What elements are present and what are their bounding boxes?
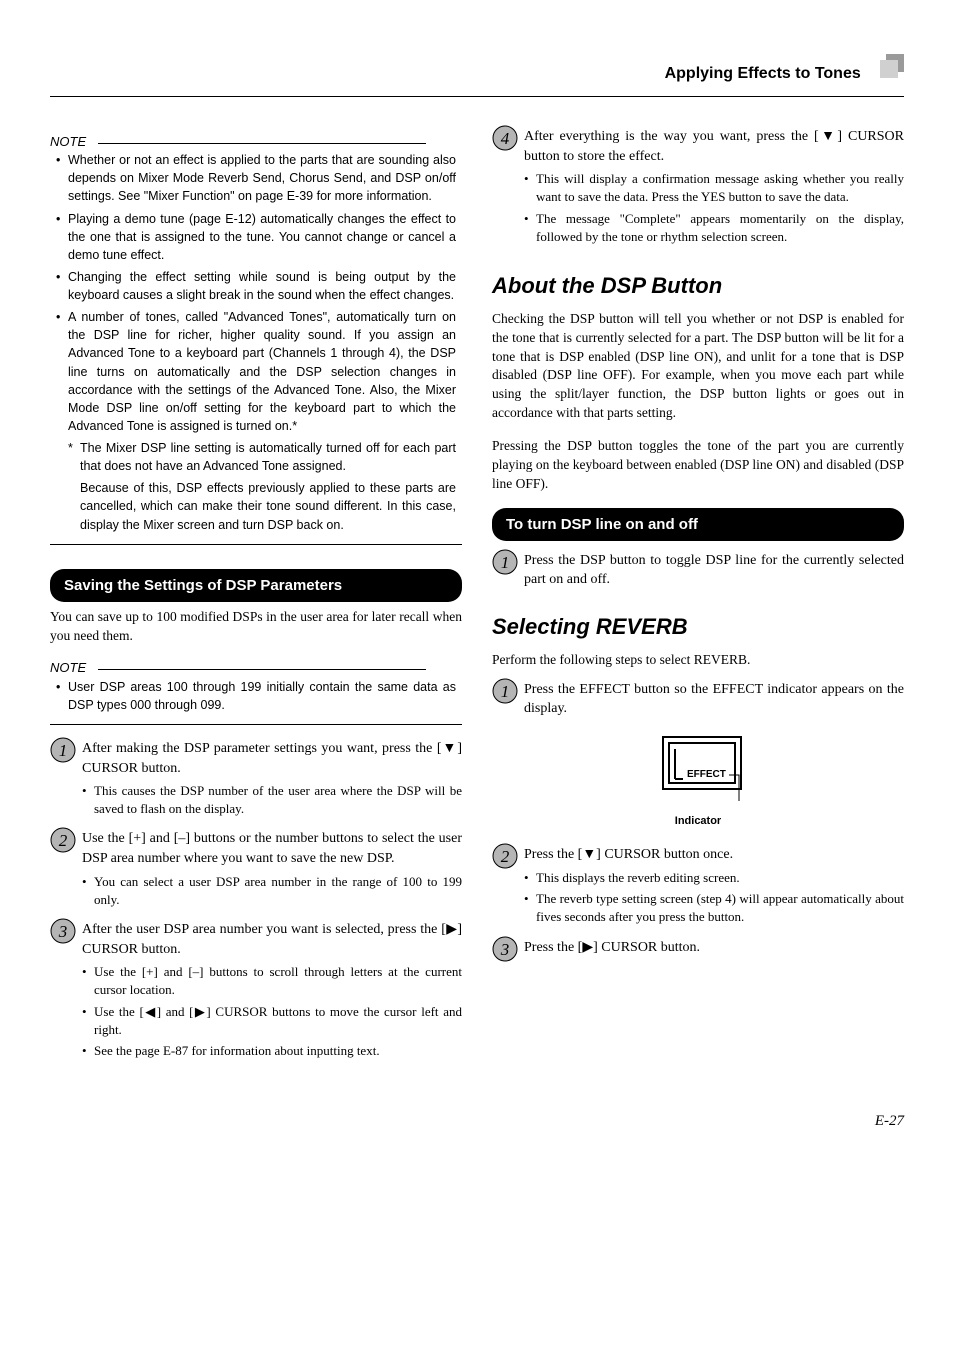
heading-about-dsp: About the DSP Button xyxy=(492,271,904,302)
step-text: After the user DSP area number you want … xyxy=(82,922,462,957)
step-4: 4 After everything is the way you want, … xyxy=(492,127,904,249)
reverb-intro: Perform the following steps to select RE… xyxy=(492,651,904,670)
step-text: Press the [▼] CURSOR button once. xyxy=(524,847,733,862)
step-body: Use the [+] and [–] buttons or the numbe… xyxy=(82,829,462,912)
divider xyxy=(50,544,462,545)
step-text: After making the DSP parameter settings … xyxy=(82,741,462,776)
note-item: A number of tones, called "Advanced Tone… xyxy=(56,308,456,534)
divider xyxy=(50,724,462,725)
about-p1: Checking the DSP button will tell you wh… xyxy=(492,310,904,423)
svg-text:1: 1 xyxy=(59,741,68,760)
step-number-icon: 1 xyxy=(492,549,518,575)
step-bullet: This displays the reverb editing screen. xyxy=(524,869,904,887)
note-item: User DSP areas 100 through 199 initially… xyxy=(56,678,456,714)
step-bullet: Use the [◀] and [▶] CURSOR buttons to mo… xyxy=(82,1003,462,1039)
step-text: Use the [+] and [–] buttons or the numbe… xyxy=(82,831,462,866)
note-footnote-cont: Because of this, DSP effects previously … xyxy=(68,479,456,533)
effect-text: EFFECT xyxy=(687,769,726,780)
step-bullets: This causes the DSP number of the user a… xyxy=(82,782,462,818)
heading-selecting-reverb: Selecting REVERB xyxy=(492,612,904,643)
step-number-icon: 2 xyxy=(50,827,76,853)
step-body: Press the DSP button to toggle DSP line … xyxy=(524,551,904,590)
note-item: Playing a demo tune (page E-12) automati… xyxy=(56,210,456,264)
step-body: Press the [▼] CURSOR button once. This d… xyxy=(524,845,904,929)
reverb-step-3: 3 Press the [▶] CURSOR button. xyxy=(492,938,904,962)
step-number-icon: 3 xyxy=(50,918,76,944)
step-bullets: You can select a user DSP area number in… xyxy=(82,873,462,909)
note-footnote: The Mixer DSP line setting is automatica… xyxy=(68,439,456,475)
step-number-icon: 3 xyxy=(492,936,518,962)
two-column-layout: NOTE Whether or not an effect is applied… xyxy=(50,127,904,1071)
about-p2: Pressing the DSP button toggles the tone… xyxy=(492,437,904,494)
svg-text:1: 1 xyxy=(501,553,510,572)
svg-text:2: 2 xyxy=(501,847,510,866)
right-column: 4 After everything is the way you want, … xyxy=(492,127,904,1071)
left-column: NOTE Whether or not an effect is applied… xyxy=(50,127,462,1071)
reverb-step-2: 2 Press the [▼] CURSOR button once. This… xyxy=(492,845,904,929)
note-block-1: NOTE Whether or not an effect is applied… xyxy=(50,133,462,545)
note-block-2: NOTE User DSP areas 100 through 199 init… xyxy=(50,659,462,724)
note-label: NOTE xyxy=(50,133,426,151)
page-header: Applying Effects to Tones xyxy=(50,60,904,97)
indicator-label: Indicator xyxy=(492,814,904,829)
dsp-step-1: 1 Press the DSP button to toggle DSP lin… xyxy=(492,551,904,590)
step-bullet: This will display a confirmation message… xyxy=(524,170,904,206)
step-bullet: You can select a user DSP area number in… xyxy=(82,873,462,909)
header-title: Applying Effects to Tones xyxy=(665,63,861,85)
step-body: After making the DSP parameter settings … xyxy=(82,739,462,822)
step-body: After everything is the way you want, pr… xyxy=(524,127,904,249)
svg-text:1: 1 xyxy=(501,682,510,701)
step-bullets: This displays the reverb editing screen.… xyxy=(524,869,904,927)
note-text: A number of tones, called "Advanced Tone… xyxy=(68,310,456,433)
step-body: After the user DSP area number you want … xyxy=(82,920,462,1063)
step-bullets: This will display a confirmation message… xyxy=(524,170,904,246)
note-item: Whether or not an effect is applied to t… xyxy=(56,151,456,205)
step-bullet: The message "Complete" appears momentari… xyxy=(524,210,904,246)
step-text: After everything is the way you want, pr… xyxy=(524,129,904,164)
svg-text:3: 3 xyxy=(58,922,68,941)
step-bullet: Use the [+] and [–] buttons to scroll th… xyxy=(82,963,462,999)
step-body: Press the EFFECT button so the EFFECT in… xyxy=(524,680,904,719)
section-heading-saving-dsp: Saving the Settings of DSP Parameters xyxy=(50,569,462,602)
step-3: 3 After the user DSP area number you wan… xyxy=(50,920,462,1063)
svg-text:2: 2 xyxy=(59,831,68,850)
note-list: Whether or not an effect is applied to t… xyxy=(50,151,462,534)
step-bullet: This causes the DSP number of the user a… xyxy=(82,782,462,818)
header-marker-icon xyxy=(876,60,904,88)
step-number-icon: 1 xyxy=(492,678,518,704)
page-number: E-27 xyxy=(50,1111,904,1132)
note-list: User DSP areas 100 through 199 initially… xyxy=(50,678,462,714)
step-number-icon: 2 xyxy=(492,843,518,869)
step-2: 2 Use the [+] and [–] buttons or the num… xyxy=(50,829,462,912)
step-number-icon: 1 xyxy=(50,737,76,763)
step-bullet: The reverb type setting screen (step 4) … xyxy=(524,890,904,926)
note-item: Changing the effect setting while sound … xyxy=(56,268,456,304)
section-intro: You can save up to 100 modified DSPs in … xyxy=(50,608,462,646)
section-heading-dsp-onoff: To turn DSP line on and off xyxy=(492,508,904,541)
svg-text:4: 4 xyxy=(501,129,510,148)
note-label: NOTE xyxy=(50,659,426,677)
step-bullets: Use the [+] and [–] buttons to scroll th… xyxy=(82,963,462,1060)
reverb-step-1: 1 Press the EFFECT button so the EFFECT … xyxy=(492,680,904,719)
step-body: Press the [▶] CURSOR button. xyxy=(524,938,904,958)
step-bullet: See the page E-87 for information about … xyxy=(82,1042,462,1060)
display-icon: EFFECT xyxy=(643,735,753,805)
effect-indicator-figure: EFFECT Indicator xyxy=(492,735,904,830)
step-1: 1 After making the DSP parameter setting… xyxy=(50,739,462,822)
step-number-icon: 4 xyxy=(492,125,518,151)
svg-text:3: 3 xyxy=(500,940,510,959)
